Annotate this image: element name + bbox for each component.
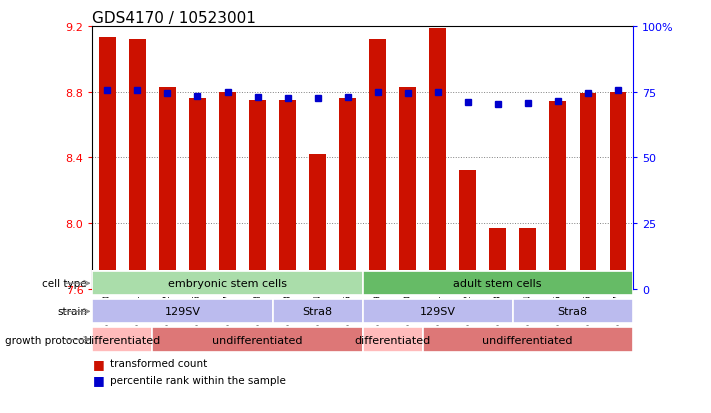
Text: percentile rank within the sample: percentile rank within the sample xyxy=(110,375,286,385)
Text: cell type: cell type xyxy=(43,278,87,289)
Bar xyxy=(609,93,626,289)
Text: 129SV: 129SV xyxy=(419,306,456,317)
Bar xyxy=(339,99,356,289)
Text: strain: strain xyxy=(57,306,87,317)
Text: growth protocol: growth protocol xyxy=(5,335,87,345)
Bar xyxy=(459,171,476,289)
Bar xyxy=(309,155,326,289)
Bar xyxy=(520,228,536,289)
Bar xyxy=(100,38,116,289)
Bar xyxy=(513,299,633,324)
Text: ■: ■ xyxy=(92,373,105,387)
Bar xyxy=(92,299,272,324)
Text: undifferentiated: undifferentiated xyxy=(213,335,303,345)
Text: Stra8: Stra8 xyxy=(557,306,588,317)
Bar xyxy=(400,88,416,289)
Bar xyxy=(152,328,363,352)
Text: ■: ■ xyxy=(92,357,105,370)
Bar xyxy=(92,328,152,352)
Bar xyxy=(363,299,513,324)
Bar xyxy=(363,328,422,352)
Bar xyxy=(129,40,146,289)
Text: transformed count: transformed count xyxy=(110,358,208,368)
Bar xyxy=(272,299,363,324)
Bar xyxy=(369,40,386,289)
Bar xyxy=(550,102,566,289)
Text: Stra8: Stra8 xyxy=(302,306,333,317)
Bar xyxy=(579,94,596,289)
Bar xyxy=(250,101,266,289)
Text: differentiated: differentiated xyxy=(85,335,161,345)
Text: 129SV: 129SV xyxy=(164,306,201,317)
Bar xyxy=(219,93,236,289)
Bar xyxy=(159,88,176,289)
Text: adult stem cells: adult stem cells xyxy=(454,278,542,289)
Bar xyxy=(489,228,506,289)
Text: embryonic stem cells: embryonic stem cells xyxy=(168,278,287,289)
Bar xyxy=(279,101,296,289)
Text: differentiated: differentiated xyxy=(355,335,431,345)
Bar xyxy=(422,328,633,352)
Bar xyxy=(429,28,446,289)
Text: GDS4170 / 10523001: GDS4170 / 10523001 xyxy=(92,11,256,26)
Bar xyxy=(363,271,633,296)
Bar xyxy=(92,271,363,296)
Bar xyxy=(189,99,205,289)
Text: undifferentiated: undifferentiated xyxy=(483,335,573,345)
